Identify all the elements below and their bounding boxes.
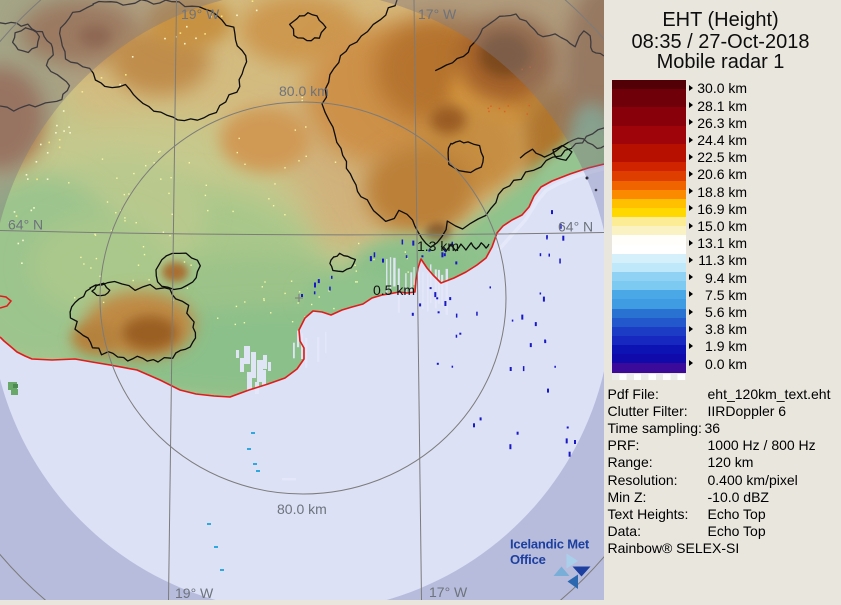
svg-text:17° W: 17° W xyxy=(429,584,468,600)
svg-text:Office: Office xyxy=(510,552,546,567)
svg-text:19° W: 19° W xyxy=(181,6,220,22)
svg-text:80.0 km: 80.0 km xyxy=(279,83,329,99)
svg-text:Icelandic Met: Icelandic Met xyxy=(510,537,590,552)
svg-text:64° N: 64° N xyxy=(8,217,43,233)
svg-text:17° W: 17° W xyxy=(418,6,457,22)
svg-text:64° N: 64° N xyxy=(558,219,593,235)
svg-text:0.5 km: 0.5 km xyxy=(373,282,415,298)
svg-text:80.0 km: 80.0 km xyxy=(277,501,327,517)
svg-text:19° W: 19° W xyxy=(175,585,214,600)
svg-text:1.3 km: 1.3 km xyxy=(417,238,459,254)
